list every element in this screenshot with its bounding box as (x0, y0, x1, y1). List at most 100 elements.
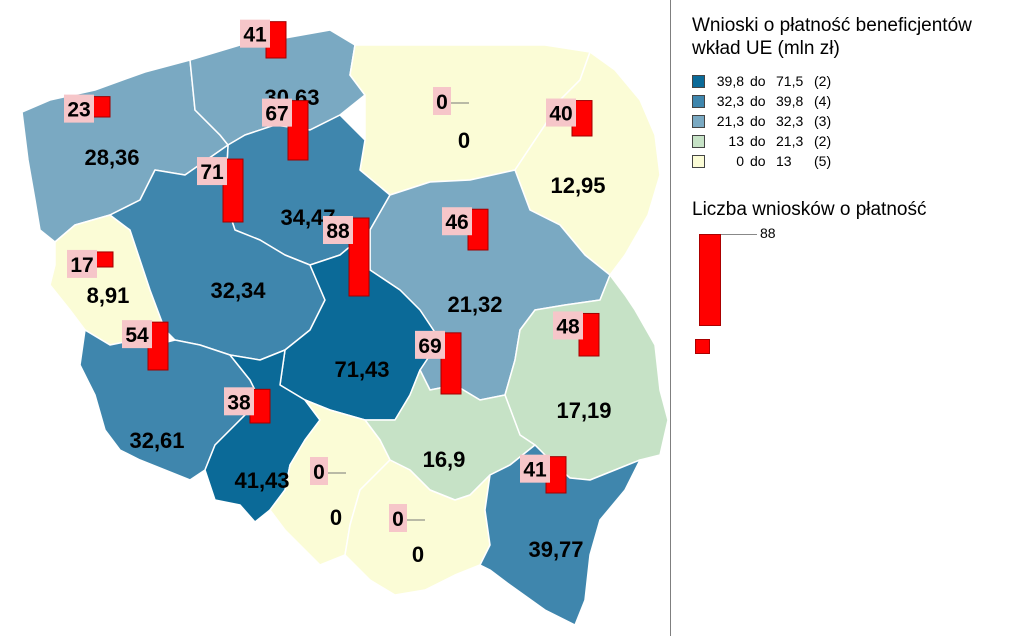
count-label-bg (442, 207, 472, 236)
legend-class-row: 21,3 do 32,3 (3) (692, 112, 1017, 132)
value-label-slaskie: 0 (330, 505, 342, 530)
legend-class-count: (3) (814, 113, 832, 129)
count-label-bg (389, 504, 407, 532)
value-label-dolnoslaskie: 32,61 (129, 428, 184, 453)
count-label-slaskie: 0 (310, 457, 328, 485)
legend-class-to: 39,8 (776, 93, 804, 109)
count-label-wielkopolskie: 71 (197, 157, 227, 186)
legend-class-from: 39,8 (716, 73, 744, 89)
value-label-swietokrzyskie: 16,9 (423, 447, 466, 472)
count-label-text: 69 (418, 335, 441, 358)
value-label-malopolskie: 0 (412, 542, 424, 567)
legend-class-to: 13 (776, 153, 792, 169)
count-label-bg (415, 330, 445, 359)
count-label-bg (323, 216, 353, 244)
count-label-text: 41 (523, 459, 547, 482)
count-label-bg (122, 320, 152, 349)
legend-class-count: (2) (814, 73, 832, 89)
value-label-warminsko-mazurskie: 0 (458, 128, 470, 153)
count-label-zachodniopomorskie: 23 (64, 94, 94, 123)
bars-legend-title: Liczba wniosków o płatność (692, 199, 927, 220)
count-label-podlaskie: 40 (546, 98, 576, 127)
count-label-text: 0 (313, 461, 325, 484)
legend-class-do: do (750, 113, 766, 129)
count-label-bg (240, 19, 270, 48)
value-label-podkarpackie: 39,77 (528, 537, 583, 562)
count-bar-kujawsko-pomorskie (287, 100, 309, 161)
legend-title-line1: Wnioski o płatność beneficjentów (692, 15, 972, 36)
legend-class-row: 0 do 13 (5) (692, 152, 1017, 172)
bars-legend-min-bar (695, 339, 710, 354)
count-label-text: 46 (445, 211, 468, 234)
legend-class-to: 21,3 (776, 133, 804, 149)
count-label-text: 48 (556, 315, 580, 338)
legend-swatch (692, 75, 705, 88)
region-slaskie (269, 399, 391, 566)
bars-legend-max-bar (699, 234, 721, 326)
value-label-podlaskie: 12,95 (550, 173, 605, 198)
count-label-text: 88 (326, 220, 350, 243)
legend-class-do: do (750, 73, 766, 89)
count-label-bg (310, 457, 328, 485)
count-label-text: 67 (265, 103, 288, 126)
count-label-bg (433, 87, 451, 115)
map-legend: Wnioski o płatność beneficjentów wkład U… (692, 14, 1017, 359)
legend-class-do: do (750, 93, 766, 109)
count-label-lubelskie: 48 (553, 311, 583, 340)
count-label-pomorskie: 41 (240, 19, 270, 48)
count-label-lodzkie: 88 (323, 216, 353, 244)
bars-legend-leader-line (721, 234, 757, 235)
count-bar-swietokrzyskie (440, 332, 462, 395)
legend-class-do: do (750, 133, 766, 149)
count-label-dolnoslaskie: 54 (122, 320, 152, 349)
count-label-swietokrzyskie: 69 (415, 330, 445, 359)
legend-swatch (692, 95, 705, 108)
legend-class-row: 13 do 21,3 (2) (692, 132, 1017, 152)
count-label-text: 17 (70, 254, 93, 277)
value-label-lubuskie: 8,91 (87, 283, 130, 308)
value-label-lubelskie: 17,19 (556, 398, 611, 423)
count-label-text: 54 (125, 324, 149, 347)
count-label-text: 71 (200, 161, 224, 184)
count-label-lubuskie: 17 (67, 249, 97, 278)
legend-swatch (692, 135, 705, 148)
count-label-text: 38 (227, 391, 251, 414)
value-label-opolskie: 41,43 (234, 468, 289, 493)
count-label-text: 23 (67, 99, 90, 122)
count-label-text: 41 (243, 24, 267, 47)
count-label-malopolskie: 0 (389, 504, 407, 532)
region-malopolskie (344, 459, 491, 596)
count-label-text: 40 (549, 103, 572, 126)
legend-swatch (692, 115, 705, 128)
count-label-bg (224, 387, 254, 416)
panel-divider (670, 0, 671, 636)
count-label-bg (520, 454, 550, 483)
legend-class-list: 39,8 do 71,5 (2) 32,3 do 39,8 (4) 21,3 d… (692, 72, 1017, 172)
legend-class-count: (2) (814, 133, 832, 149)
count-label-podkarpackie: 41 (520, 454, 550, 483)
legend-swatch (692, 155, 705, 168)
legend-class-to: 71,5 (776, 73, 804, 89)
legend-class-from: 21,3 (716, 113, 744, 129)
count-label-bg (67, 249, 97, 278)
count-label-text: 0 (392, 508, 404, 531)
region-podkarpackie (479, 444, 641, 626)
legend-class-from: 13 (728, 133, 744, 149)
count-label-text: 0 (436, 91, 448, 114)
count-label-mazowieckie: 46 (442, 207, 472, 236)
count-label-bg (546, 98, 576, 127)
legend-class-do: do (750, 153, 766, 169)
count-bar-lodzkie (348, 217, 370, 297)
legend-class-row: 39,8 do 71,5 (2) (692, 72, 1017, 92)
legend-class-count: (5) (814, 153, 832, 169)
count-label-warminsko-mazurskie: 0 (433, 87, 451, 115)
legend-class-from: 0 (736, 153, 744, 169)
count-label-bg (197, 157, 227, 186)
value-label-zachodniopomorskie: 28,36 (84, 145, 139, 170)
value-label-lodzkie: 71,43 (334, 357, 389, 382)
count-bar-wielkopolskie (222, 158, 244, 223)
legend-class-row: 32,3 do 39,8 (4) (692, 92, 1017, 112)
legend-class-to: 32,3 (776, 113, 804, 129)
count-label-opolskie: 38 (224, 387, 254, 416)
